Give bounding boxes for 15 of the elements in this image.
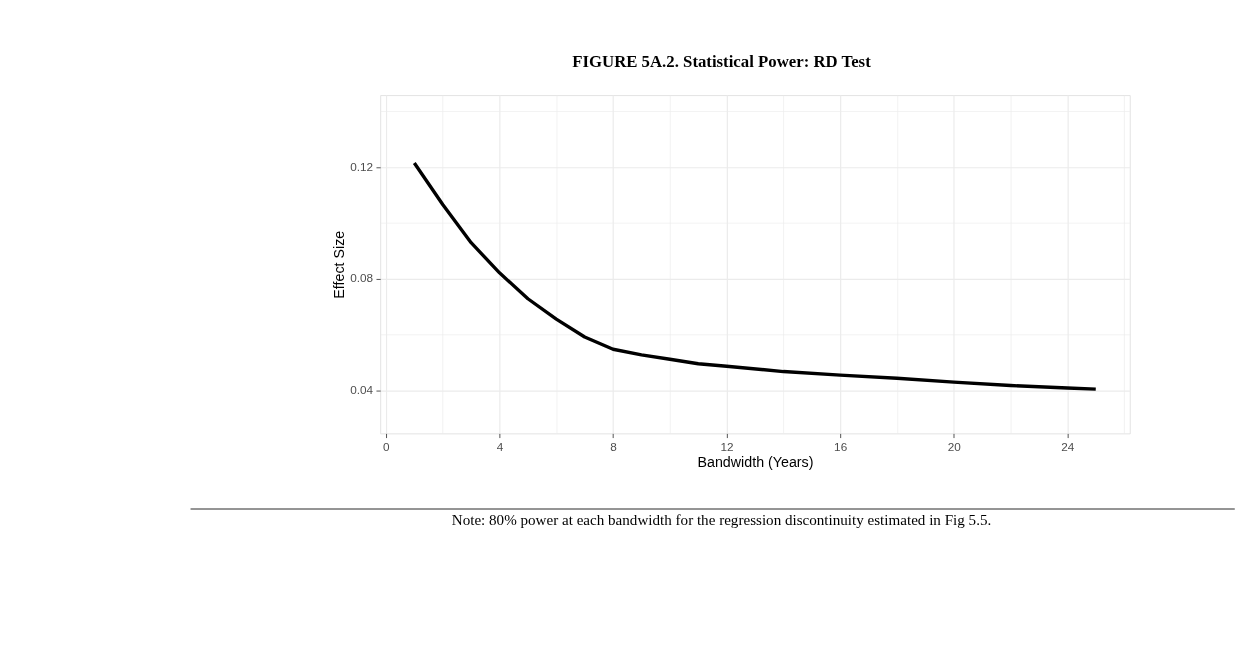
x-tick-label: 0: [383, 439, 391, 453]
y-tick-label: 0.08: [350, 271, 374, 285]
text: Note: 80% power at each bandwidth for the regression discontinuity estimated in Fig 5.5.: [451, 511, 992, 528]
x-tick-label: 4: [496, 439, 504, 453]
x-tick-label: 12: [720, 439, 734, 453]
x-tick-label: 24: [1061, 439, 1075, 453]
x-tick-label: 8: [610, 439, 618, 453]
chart-title: FIGURE 5A.2. Statistical Power: RD Test: [572, 51, 872, 71]
y-axis-title: Effect Size: [330, 230, 347, 299]
x-tick-label: 20: [947, 439, 962, 453]
y-tick-label: 0.04: [350, 383, 374, 397]
y-tick-label: 0.12: [350, 159, 374, 173]
line-series: [412, 161, 1098, 391]
x-tick-label: 16: [834, 439, 848, 453]
x-axis-title: Bandwidth (Years): [697, 454, 814, 471]
